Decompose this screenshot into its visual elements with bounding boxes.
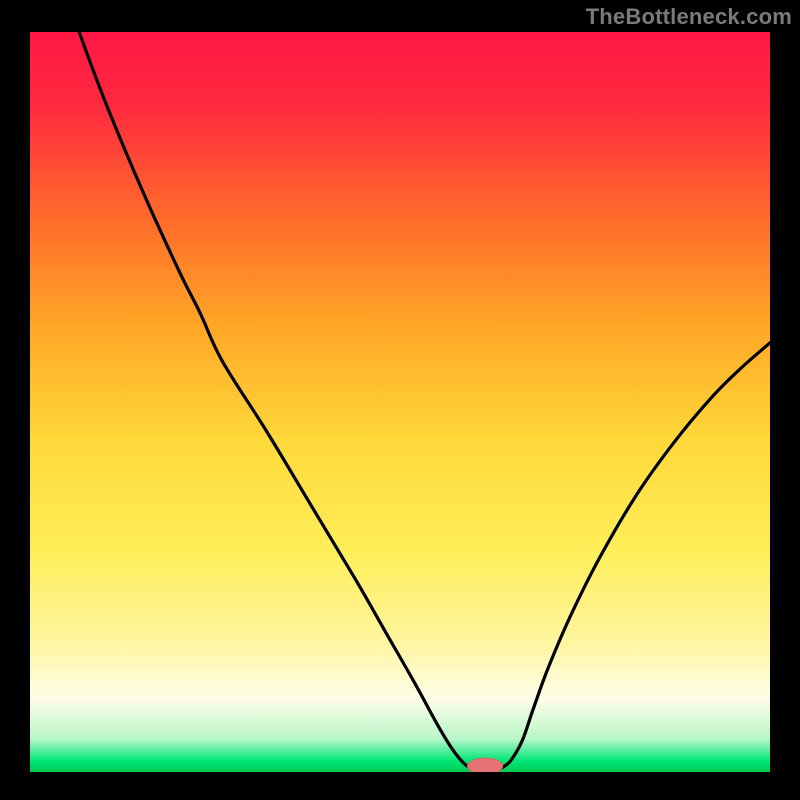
optimal-marker (467, 758, 503, 772)
watermark-text: TheBottleneck.com (586, 4, 792, 30)
chart-frame: TheBottleneck.com (0, 0, 800, 800)
bottleneck-plot (30, 32, 770, 772)
gradient-background (30, 32, 770, 772)
